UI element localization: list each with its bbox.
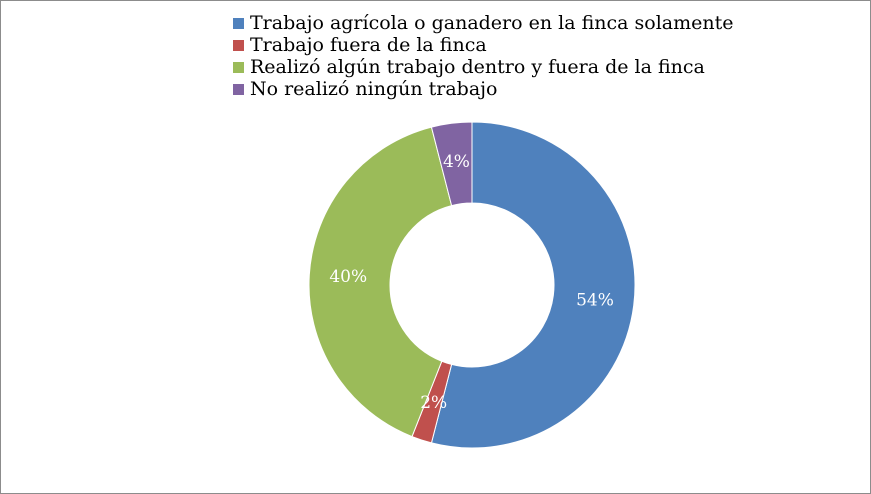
donut-slice-3 xyxy=(430,121,473,207)
legend: Trabajo agrícola o ganadero en la finca … xyxy=(233,12,733,100)
slice-label-2: 40% xyxy=(329,267,367,287)
legend-label-1: Trabajo fuera de la finca xyxy=(250,34,487,56)
legend-item-0: Trabajo agrícola o ganadero en la finca … xyxy=(233,12,733,34)
legend-swatch-1 xyxy=(233,39,244,51)
legend-item-2: Realizó algún trabajo dentro y fuera de … xyxy=(233,56,733,78)
donut-slice-0 xyxy=(430,121,636,449)
donut-slices xyxy=(308,121,636,449)
legend-item-1: Trabajo fuera de la finca xyxy=(233,34,733,56)
legend-swatch-3 xyxy=(233,83,244,95)
legend-swatch-0 xyxy=(233,17,244,29)
slice-label-3: 4% xyxy=(443,152,470,172)
legend-label-0: Trabajo agrícola o ganadero en la finca … xyxy=(250,12,734,34)
slice-label-0: 54% xyxy=(576,291,614,311)
slice-label-1: 2% xyxy=(420,393,447,413)
legend-swatch-2 xyxy=(233,61,244,73)
legend-label-3: No realizó ningún trabajo xyxy=(250,78,498,100)
legend-label-2: Realizó algún trabajo dentro y fuera de … xyxy=(250,56,705,78)
donut-slice-2 xyxy=(308,126,453,438)
legend-item-3: No realizó ningún trabajo xyxy=(233,78,733,100)
slice-labels: 54% 2% 40% 4% xyxy=(329,152,614,413)
